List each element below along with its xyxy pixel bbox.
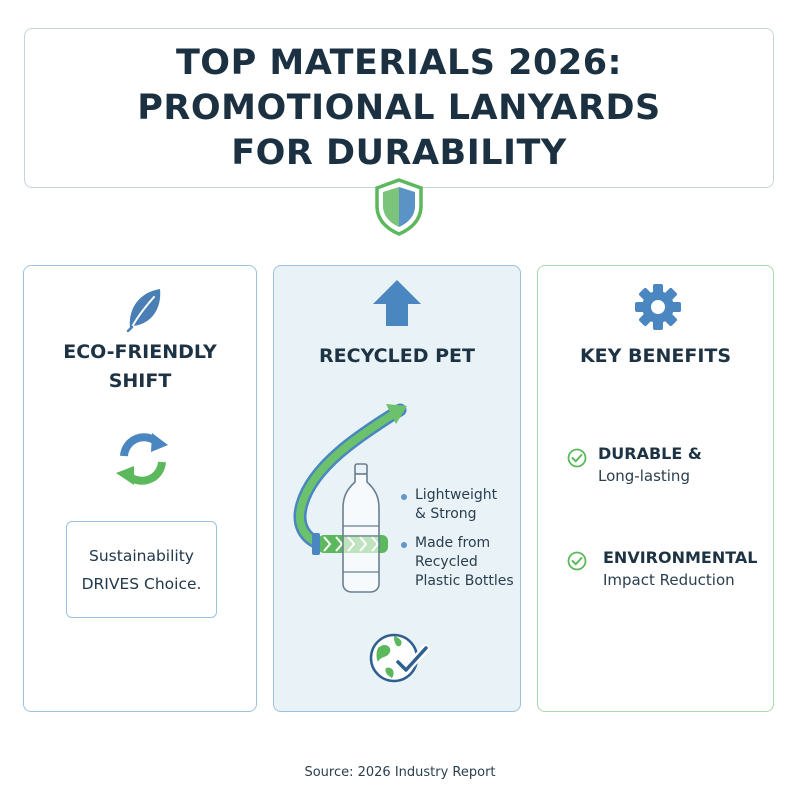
bullet-lightweight: Lightweight & Strong <box>415 486 497 524</box>
bullet-lightweight-line-2: & Strong <box>415 506 477 522</box>
bullet-dot <box>401 494 407 500</box>
leaf-icon <box>126 289 161 332</box>
bullet-recycled-line-2: Recycled <box>415 554 478 570</box>
check-circle-icon <box>567 448 587 468</box>
benefit-durable: DURABLE & Long-lasting <box>598 443 702 487</box>
benefit-environmental-head: ENVIRONMENTAL <box>603 548 758 567</box>
bullet-recycled-bottles: Made from Recycled Plastic Bottles <box>415 534 514 591</box>
benefit-durable-head: DURABLE & <box>598 444 702 463</box>
page-title-line-3: FOR DURABILITY <box>231 132 567 173</box>
bottle-icon <box>342 463 380 593</box>
up-arrow-icon <box>373 280 421 326</box>
bullet-recycled-line-1: Made from <box>415 535 491 551</box>
source-caption: Source: 2026 Industry Report <box>304 765 496 780</box>
gear-icon <box>635 284 681 330</box>
key-benefits-card: KEY BENEFITS DURABLE & Long-lasting ENVI… <box>537 265 774 712</box>
eco-friendly-title-line-2: SHIFT <box>108 370 172 392</box>
recycled-pet-card: RECYCLED PET Lightweight & Strong Made f… <box>273 265 521 712</box>
eco-friendly-title-line-1: ECO-FRIENDLY <box>63 341 217 363</box>
eco-friendly-card: ECO-FRIENDLY SHIFT Sustainability DRIVES… <box>23 265 257 712</box>
sustainability-note-line-1: Sustainability <box>89 546 194 565</box>
benefit-environmental-sub: Impact Reduction <box>603 571 735 589</box>
bullet-lightweight-line-1: Lightweight <box>415 487 498 503</box>
recycled-pet-title: RECYCLED PET <box>319 345 475 367</box>
check-circle-icon <box>567 551 587 571</box>
page-title-line-2: PROMOTIONAL LANYARDS <box>137 87 661 128</box>
bullet-dot <box>401 542 407 548</box>
sustainability-note: Sustainability DRIVES Choice. <box>66 521 217 618</box>
globe-check-icon <box>369 633 430 683</box>
benefit-durable-sub: Long-lasting <box>598 467 690 485</box>
recycle-icon <box>116 433 168 485</box>
key-benefits-title: KEY BENEFITS <box>579 345 732 367</box>
sustainability-note-line-2: DRIVES Choice. <box>81 574 202 593</box>
bullet-recycled-line-3: Plastic Bottles <box>415 573 514 589</box>
page-title-line-1: TOP MATERIALS 2026: <box>175 42 623 83</box>
benefit-environmental: ENVIRONMENTAL Impact Reduction <box>603 547 757 591</box>
title-box: TOP MATERIALS 2026: PROMOTIONAL LANYARDS… <box>24 28 774 188</box>
shield-icon <box>375 178 423 236</box>
